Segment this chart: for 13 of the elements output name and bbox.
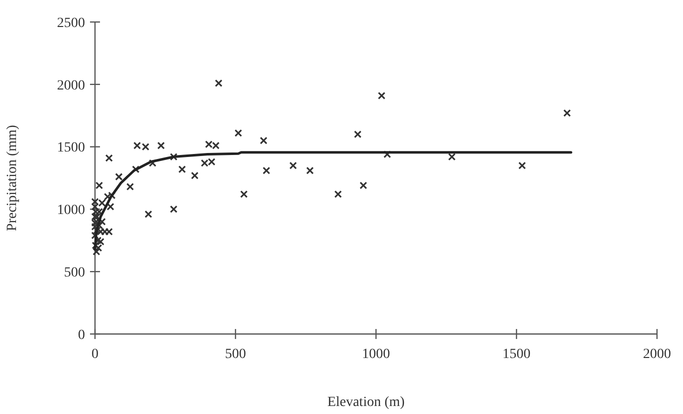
y-tick-label: 500 — [64, 266, 85, 280]
y-tick-label: 2000 — [57, 78, 85, 94]
x-tick-label: 1000 — [362, 347, 390, 362]
x-tick-label: 0 — [92, 347, 98, 362]
y-tick-label: 1500 — [57, 140, 85, 156]
y-axis-title: Precipitation (mm) — [5, 124, 20, 232]
y-tick-label: 2500 — [57, 16, 85, 31]
x-tick-label: 2000 — [643, 347, 671, 362]
x-tick-label: 500 — [225, 347, 246, 362]
y-tick-label: 1000 — [57, 203, 85, 218]
x-tick-label: 1500 — [502, 347, 530, 362]
y-tick-label: 0 — [78, 328, 85, 343]
x-axis-title: Elevation (m) — [327, 395, 406, 410]
